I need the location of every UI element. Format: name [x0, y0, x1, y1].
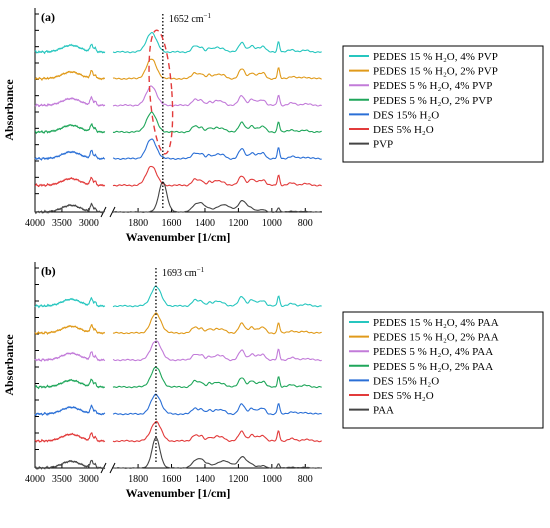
y-axis-title: Absorbance	[2, 79, 16, 141]
x-tick-label: 1000	[262, 474, 282, 485]
x-axis-title: Wavenumber [1/cm]	[126, 486, 231, 500]
legend-entry: PEDES 15 % H₂O, 2% PVP	[373, 66, 498, 78]
legend-entry: PEDES 15 % H₂O, 4% PVP	[373, 51, 498, 63]
x-tick-label: 3000	[79, 474, 99, 485]
x-tick-label: 1600	[162, 218, 182, 229]
x-tick-label: 1200	[228, 218, 248, 229]
series-line-7	[34, 181, 322, 215]
legend-entry: PEDES 15 % H₂O, 2% PAA	[373, 332, 499, 344]
x-tick-label: 4000	[25, 474, 45, 485]
series-line-5	[34, 393, 322, 417]
legend-box	[342, 311, 544, 429]
x-tick-label: 1000	[262, 218, 282, 229]
panel-label: (b)	[41, 264, 56, 278]
x-tick-label: 3500	[52, 218, 72, 229]
series-line-4	[34, 366, 322, 390]
x-tick-label: 3000	[79, 218, 99, 229]
legend-entry: DES 15% H₂O	[373, 375, 439, 387]
series-line-4	[34, 111, 322, 135]
x-tick-label: 3500	[52, 474, 72, 485]
series-line-1	[34, 31, 322, 55]
chart-panel-b: 4000 3500 3000 1800 1600 1400 1200 1000 800 Waven…	[2, 262, 322, 500]
series-line-7	[34, 437, 322, 470]
series-line-2	[34, 58, 322, 81]
series-line-1	[34, 285, 322, 309]
legend-entry: PEDES 15 % H₂O, 4% PAA	[373, 317, 499, 329]
series-line-5	[34, 138, 322, 161]
peak-annotation-text: 1693 cm	[162, 268, 197, 279]
x-axis-title: Wavenumber [1/cm]	[126, 230, 231, 244]
legend-entry: PEDES 5 % H₂O, 2% PVP	[373, 95, 492, 107]
peak-annotation-text: 1652 cm	[169, 14, 204, 25]
chart-panel-a: 4000 3500 3000 1800 1600 1400 1200 1000 800 Waven…	[2, 8, 322, 244]
x-tick-label: 800	[298, 474, 313, 485]
series-line-3	[34, 340, 322, 362]
peak-annotation: 1652 cm−1	[169, 12, 212, 25]
legend-entry: PEDES 5 % H₂O, 2% PAA	[373, 361, 493, 373]
peak-annotation: 1693 cm−1	[162, 266, 205, 279]
y-axis-title: Absorbance	[2, 334, 16, 396]
legend-b: PEDES 15 % H₂O, 4% PAA PEDES 15 % H₂O, 2%…	[342, 311, 544, 429]
x-tick-label: 1400	[195, 474, 215, 485]
highlight-ellipse	[148, 29, 174, 155]
x-tick-label: 1800	[128, 474, 148, 485]
legend-box	[342, 45, 544, 163]
series-line-6	[34, 165, 322, 188]
legend-entry: PEDES 5 % H₂O, 4% PAA	[373, 346, 493, 358]
peak-annotation-superscript: −1	[197, 266, 205, 274]
legend-a: PEDES 15 % H₂O, 4% PVP PEDES 15 % H₂O, 2%…	[342, 45, 544, 163]
series-line-3	[34, 85, 322, 108]
x-tick-label: 1400	[195, 218, 215, 229]
x-tick-label: 800	[298, 218, 313, 229]
panel-label: (a)	[41, 10, 55, 24]
x-tick-label: 4000	[25, 218, 45, 229]
legend-entry: PVP	[373, 139, 393, 151]
series-line-2	[34, 312, 322, 336]
legend-entry: PEDES 5 % H₂O, 4% PVP	[373, 80, 492, 92]
x-tick-label: 1600	[162, 474, 182, 485]
series-line-6	[34, 420, 322, 443]
legend-entry: DES 5% H₂O	[373, 390, 434, 402]
peak-annotation-superscript: −1	[204, 12, 212, 20]
legend-entry: DES 5% H₂O	[373, 124, 434, 136]
axis-break-mark	[109, 206, 116, 218]
axis-break-mark	[109, 462, 116, 474]
x-tick-label: 1200	[228, 474, 248, 485]
legend-entry: DES 15% H₂O	[373, 109, 439, 121]
x-tick-label: 1800	[128, 218, 148, 229]
legend-entry: PAA	[373, 405, 394, 417]
